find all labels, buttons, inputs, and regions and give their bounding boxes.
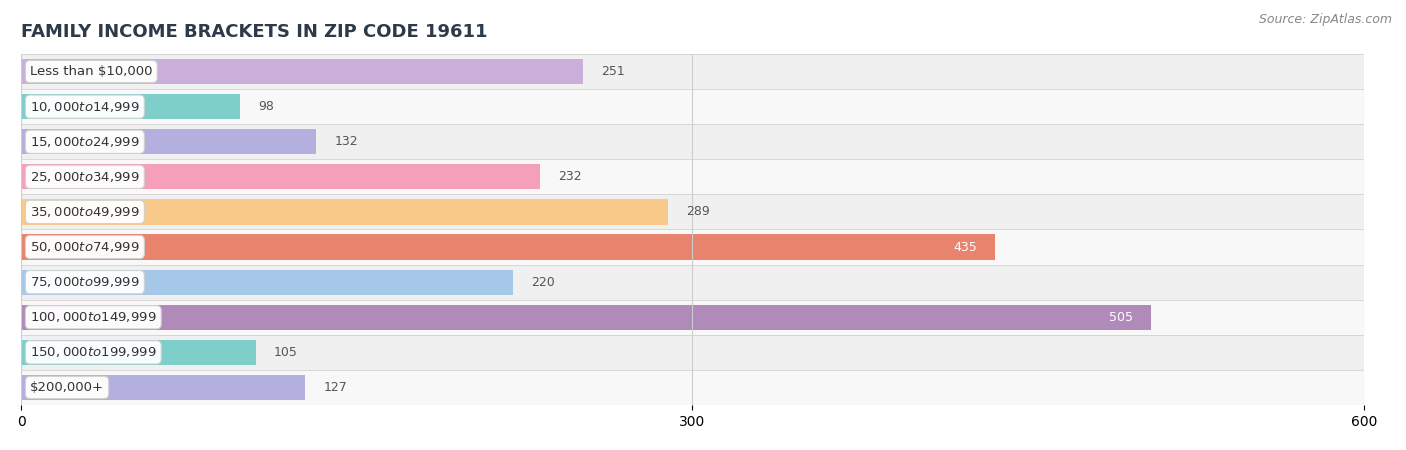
Bar [21,124,1364,159]
Text: $200,000+: $200,000+ [30,381,104,394]
Text: 98: 98 [259,100,274,113]
Text: Source: ZipAtlas.com: Source: ZipAtlas.com [1258,14,1392,27]
Text: Less than $10,000: Less than $10,000 [30,65,152,78]
Text: 251: 251 [600,65,624,78]
Text: 505: 505 [1109,311,1133,324]
Bar [21,199,668,225]
Text: $15,000 to $24,999: $15,000 to $24,999 [30,135,139,149]
Bar [21,270,513,295]
Text: FAMILY INCOME BRACKETS IN ZIP CODE 19611: FAMILY INCOME BRACKETS IN ZIP CODE 19611 [21,23,488,41]
Bar [21,340,256,365]
Text: $50,000 to $74,999: $50,000 to $74,999 [30,240,139,254]
Text: $75,000 to $99,999: $75,000 to $99,999 [30,275,139,289]
Bar [21,129,316,154]
Text: $35,000 to $49,999: $35,000 to $49,999 [30,205,139,219]
Bar [21,234,994,260]
Text: $100,000 to $149,999: $100,000 to $149,999 [30,310,156,324]
Text: 105: 105 [274,346,298,359]
Text: 232: 232 [558,171,582,183]
Text: $25,000 to $34,999: $25,000 to $34,999 [30,170,139,184]
Bar [21,194,1364,230]
Text: 132: 132 [335,135,359,148]
Bar [21,265,1364,300]
Text: 220: 220 [531,276,555,288]
Text: $10,000 to $14,999: $10,000 to $14,999 [30,99,139,114]
Bar [21,375,305,400]
Bar [21,370,1364,405]
Bar [21,94,240,119]
Bar [21,164,540,189]
Text: 127: 127 [323,381,347,394]
Text: 289: 289 [686,206,710,218]
Bar [21,300,1364,335]
Text: 435: 435 [953,241,977,253]
Bar [21,230,1364,265]
Bar [21,305,1152,330]
Bar [21,335,1364,370]
Bar [21,54,1364,89]
Bar [21,59,583,84]
Bar [21,159,1364,194]
Text: $150,000 to $199,999: $150,000 to $199,999 [30,345,156,360]
Bar [21,89,1364,124]
